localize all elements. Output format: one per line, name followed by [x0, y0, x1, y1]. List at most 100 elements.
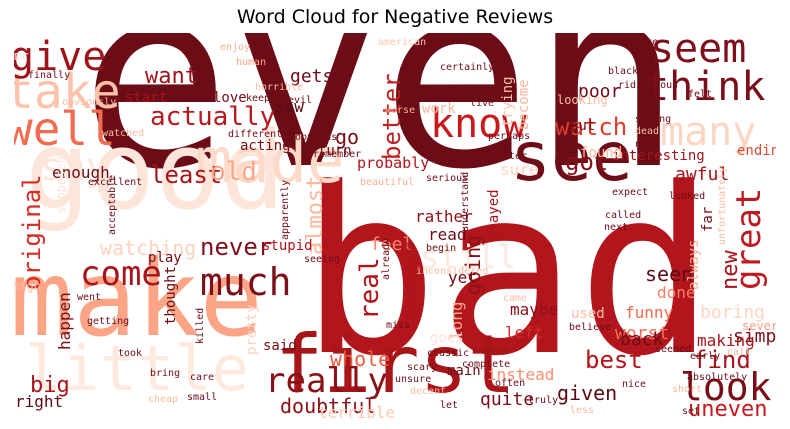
word-long: long — [447, 301, 466, 340]
word-probably: probably — [357, 154, 429, 172]
word-rather: rather — [415, 207, 473, 226]
word-go: go — [335, 125, 359, 149]
word-call: call — [727, 347, 751, 358]
word-still: still — [420, 238, 516, 276]
word-disappointing: disappointing — [404, 242, 415, 320]
word-love: love — [213, 90, 247, 106]
word-seen: seen — [645, 262, 693, 286]
word-short: short — [672, 384, 702, 395]
word-ridiculous: ridiculous — [618, 80, 678, 91]
word-perhaps: perhaps — [488, 131, 530, 142]
word-truly: truly — [528, 395, 558, 406]
word-used: used — [571, 306, 605, 322]
word-watch: watch — [555, 113, 627, 141]
word-funny: funny — [625, 303, 674, 322]
word-know: know — [430, 101, 527, 147]
word-cheap: cheap — [148, 394, 178, 405]
word-original: original — [18, 174, 46, 290]
word-simply: simply — [733, 326, 776, 347]
word-never: never — [200, 233, 272, 261]
word-care: care — [190, 372, 214, 383]
word-well: well — [14, 102, 116, 156]
word-seeing: seeing — [304, 254, 340, 265]
word-worst: worst — [615, 323, 669, 344]
word-real: real — [355, 257, 385, 320]
word-american: american — [378, 37, 426, 48]
word-let: let — [440, 400, 458, 411]
word-start: start — [125, 90, 167, 106]
word-left: left — [505, 323, 544, 342]
word-apparently: apparently — [280, 180, 291, 240]
word-next: next — [604, 222, 628, 233]
word-better: better — [378, 73, 406, 160]
word-watching: watching — [100, 236, 196, 260]
word-put: put — [570, 118, 595, 134]
word-read: read — [428, 225, 467, 244]
word-awful: awful — [675, 164, 729, 185]
word-given: given — [557, 381, 617, 405]
word-getting: getting — [87, 316, 129, 327]
word-make: make — [14, 238, 263, 360]
word-later: later — [497, 151, 527, 162]
word-black: black — [608, 66, 638, 77]
word-goes: goes — [430, 330, 464, 346]
word-least: least — [150, 161, 222, 189]
word-become: become — [516, 79, 532, 130]
word-whole: whole — [330, 347, 390, 371]
word-work: work — [422, 101, 456, 117]
word-uneven: uneven — [688, 397, 767, 422]
word-beautiful: beautiful — [360, 177, 414, 188]
word-excellent: excellent — [88, 177, 142, 188]
word-play: play — [148, 250, 182, 266]
word-big: big — [30, 373, 70, 398]
word-remember: remember — [313, 149, 361, 160]
word-often: often — [495, 378, 525, 389]
word-took: took — [118, 348, 142, 359]
word-yet: yet — [448, 268, 477, 287]
word-complete: complete — [462, 359, 510, 370]
word-need: need — [635, 139, 659, 150]
word-sure: sure — [500, 160, 539, 179]
word-missed: missed — [147, 35, 183, 46]
word-almost: almost — [303, 176, 328, 255]
word-much: much — [200, 260, 292, 304]
word-thought: thought — [163, 266, 179, 325]
word-saw: saw — [275, 97, 304, 116]
word-feel: feel — [370, 234, 413, 255]
word-human: human — [236, 57, 266, 68]
word-worse: worse — [385, 105, 415, 116]
word-pretty: pretty — [244, 304, 260, 355]
word-supposed: supposed — [54, 156, 68, 214]
word-different: different — [228, 129, 282, 140]
word-little: little — [25, 332, 249, 405]
word-ending: ending — [737, 143, 776, 159]
word-got: got — [565, 148, 608, 176]
word-boring: boring — [700, 302, 765, 323]
word-found: found — [580, 145, 622, 161]
word-far: far — [700, 207, 716, 232]
word-instead: instead — [487, 365, 554, 384]
word-evil: evil — [288, 95, 312, 106]
word-enough: enough — [52, 163, 110, 182]
word-looked: looked — [669, 191, 705, 202]
word-begin: begin — [426, 243, 456, 254]
word-gave: gave — [634, 37, 658, 48]
word-done: done — [657, 283, 696, 302]
word-saying: saying — [635, 114, 671, 125]
word-say: say — [40, 145, 109, 189]
word-already: already — [381, 238, 392, 280]
word-come: come — [80, 254, 162, 294]
word-serious: serious — [426, 173, 468, 184]
word-went: went — [77, 292, 101, 303]
word-unsure: unsure — [395, 374, 431, 385]
word-felt: felt — [688, 89, 712, 100]
word-seemed: seemed — [655, 344, 691, 355]
word-poor: poor — [578, 81, 622, 102]
word-think: think — [645, 64, 765, 110]
word-find: find — [693, 346, 751, 374]
word-bad: bad — [300, 140, 715, 407]
word-played: played — [486, 189, 502, 240]
word-high: high — [14, 279, 41, 293]
word-even: even — [80, 33, 682, 224]
